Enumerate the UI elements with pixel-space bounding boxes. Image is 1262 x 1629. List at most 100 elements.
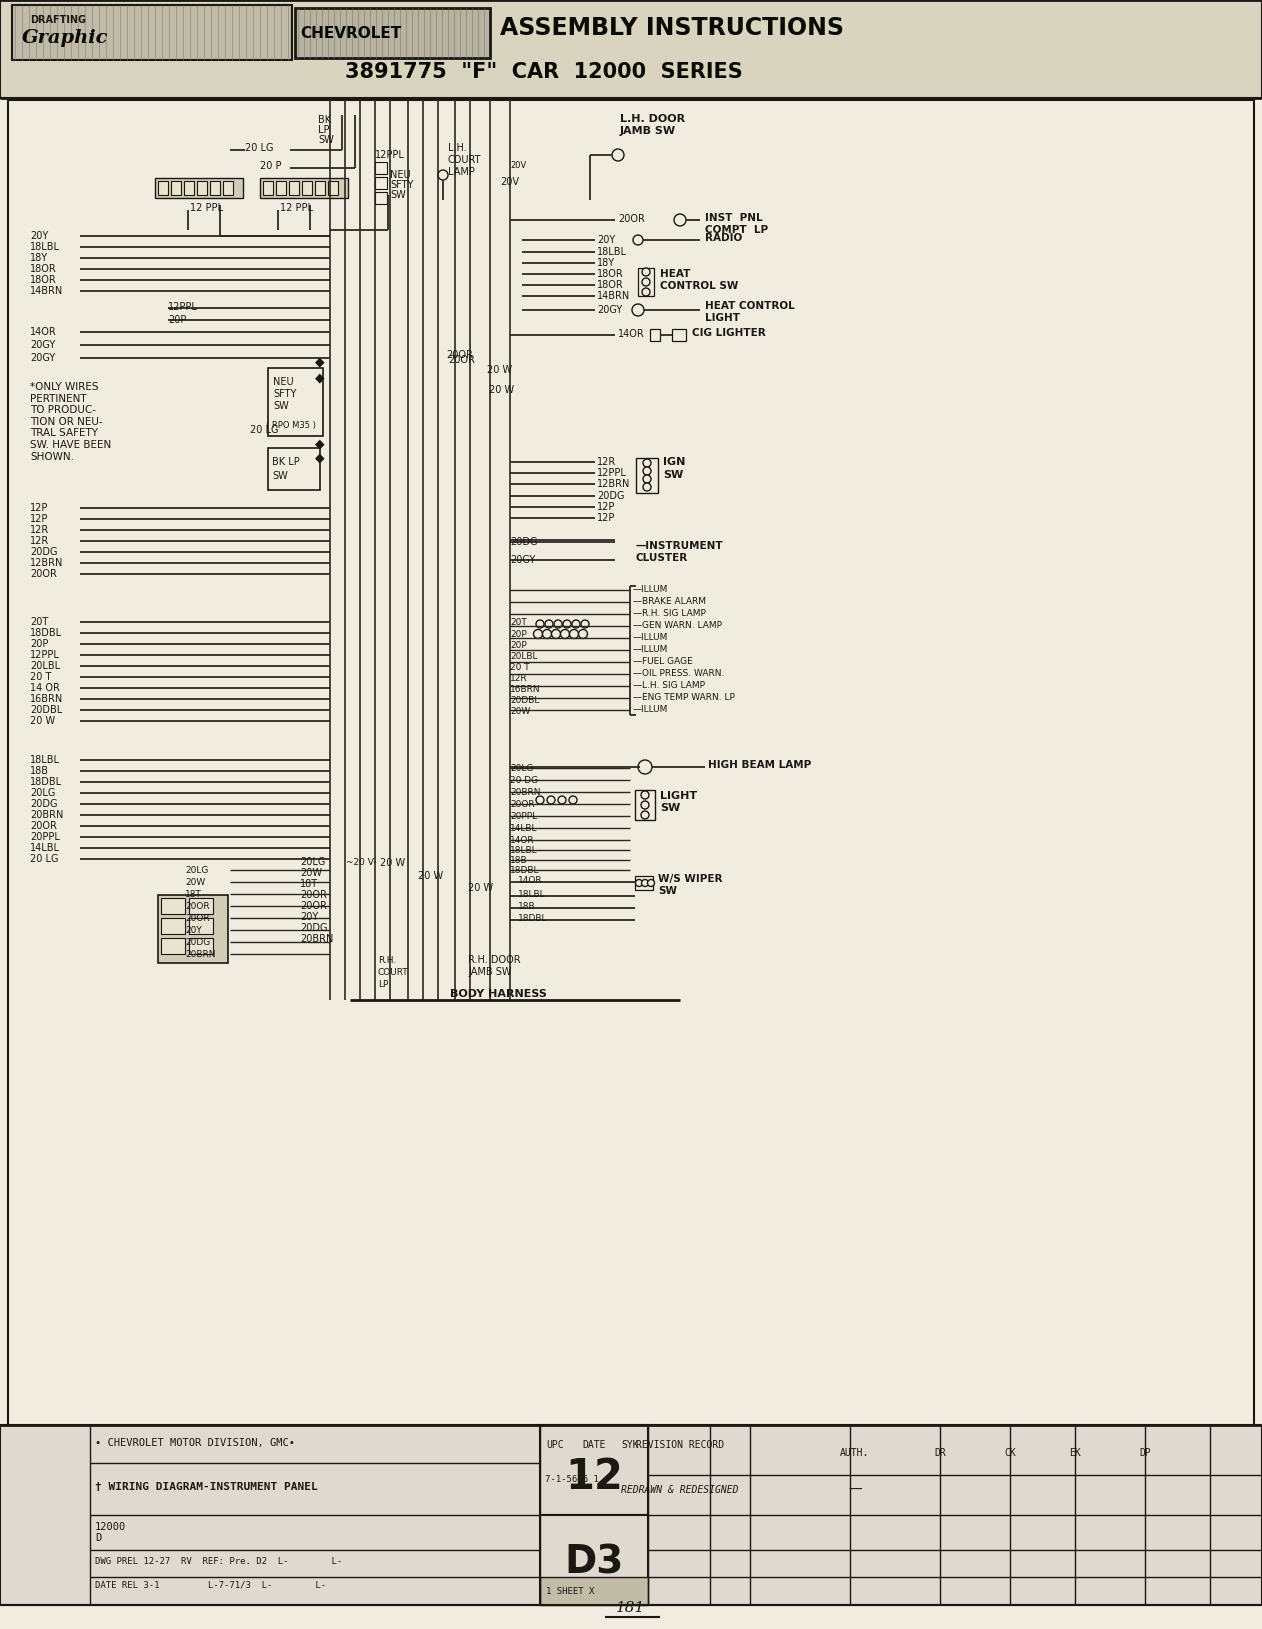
Text: 20OR: 20OR bbox=[30, 569, 57, 578]
Text: 20LG: 20LG bbox=[510, 764, 534, 772]
Circle shape bbox=[636, 880, 642, 886]
Circle shape bbox=[536, 797, 544, 805]
Circle shape bbox=[644, 484, 651, 490]
Text: L.H. DOOR
JAMB SW: L.H. DOOR JAMB SW bbox=[620, 114, 685, 135]
Text: 7-1-56-6 1: 7-1-56-6 1 bbox=[545, 1476, 599, 1484]
Text: 20 T: 20 T bbox=[30, 673, 52, 683]
Bar bbox=[635, 790, 655, 819]
Text: DP: DP bbox=[1140, 1448, 1151, 1458]
Bar bbox=[328, 181, 338, 195]
Text: 14OR: 14OR bbox=[618, 329, 645, 339]
Text: 12P: 12P bbox=[597, 513, 616, 523]
Text: 20OR: 20OR bbox=[448, 355, 476, 365]
Text: 20 W: 20 W bbox=[30, 717, 56, 727]
Bar bbox=[189, 898, 213, 914]
Text: DRAFTING: DRAFTING bbox=[30, 15, 86, 24]
Text: ◆: ◆ bbox=[316, 371, 324, 384]
Text: 20 W: 20 W bbox=[490, 384, 515, 394]
Text: 18OR: 18OR bbox=[30, 264, 57, 274]
Text: 20 W: 20 W bbox=[380, 858, 405, 868]
Text: 20Y: 20Y bbox=[30, 231, 48, 241]
Text: SW: SW bbox=[273, 471, 288, 481]
Text: LAMP: LAMP bbox=[448, 168, 475, 178]
Text: SW: SW bbox=[273, 401, 289, 411]
Text: DR: DR bbox=[934, 1448, 946, 1458]
Bar bbox=[155, 178, 244, 199]
Text: 20 LG: 20 LG bbox=[245, 143, 274, 153]
Text: SYK: SYK bbox=[621, 1440, 639, 1450]
Text: 20GY: 20GY bbox=[597, 305, 622, 314]
Circle shape bbox=[641, 880, 649, 886]
Bar bbox=[289, 181, 299, 195]
Text: CONTROL SW: CONTROL SW bbox=[660, 280, 738, 292]
Text: AUTH.: AUTH. bbox=[840, 1448, 870, 1458]
Circle shape bbox=[558, 797, 565, 805]
Text: —: — bbox=[848, 1482, 862, 1497]
Text: —OIL PRESS. WARN.: —OIL PRESS. WARN. bbox=[634, 668, 724, 678]
Text: 20OR: 20OR bbox=[447, 350, 473, 360]
Text: 12R: 12R bbox=[510, 673, 528, 683]
Bar bbox=[162, 938, 186, 955]
Text: 18Y: 18Y bbox=[30, 252, 48, 262]
Bar bbox=[268, 368, 323, 437]
Text: 20LG: 20LG bbox=[30, 788, 56, 798]
Bar bbox=[0, 0, 1262, 98]
Text: 20DG: 20DG bbox=[186, 938, 211, 946]
Circle shape bbox=[572, 621, 581, 629]
Bar bbox=[197, 181, 207, 195]
Text: 12: 12 bbox=[565, 1456, 623, 1499]
Circle shape bbox=[554, 621, 562, 629]
Text: 12PPL: 12PPL bbox=[375, 150, 405, 160]
Text: 18LBL: 18LBL bbox=[510, 845, 538, 855]
Text: 18T: 18T bbox=[300, 880, 318, 889]
Circle shape bbox=[543, 629, 551, 639]
Bar bbox=[540, 1515, 647, 1605]
Text: LIGHT: LIGHT bbox=[705, 313, 740, 323]
Text: COMPT  LP: COMPT LP bbox=[705, 225, 769, 235]
Circle shape bbox=[563, 621, 570, 629]
Text: W/S WIPER: W/S WIPER bbox=[658, 875, 723, 885]
Bar bbox=[540, 1425, 647, 1515]
Text: HIGH BEAM LAMP: HIGH BEAM LAMP bbox=[708, 761, 811, 771]
Text: 20DBL: 20DBL bbox=[30, 705, 62, 715]
Bar bbox=[316, 181, 326, 195]
Text: 20OR: 20OR bbox=[186, 901, 209, 911]
Text: 12 PPL: 12 PPL bbox=[191, 204, 223, 213]
Text: HEAT CONTROL: HEAT CONTROL bbox=[705, 301, 795, 311]
Text: 20OR: 20OR bbox=[186, 914, 209, 922]
Text: HEAT: HEAT bbox=[660, 269, 690, 279]
Text: 20T: 20T bbox=[30, 617, 48, 627]
Bar bbox=[162, 898, 186, 914]
Text: 20P: 20P bbox=[510, 640, 526, 650]
Text: 20OR: 20OR bbox=[618, 213, 645, 225]
Text: LP: LP bbox=[318, 125, 329, 135]
Circle shape bbox=[546, 797, 555, 805]
Text: D: D bbox=[95, 1533, 101, 1543]
Text: JAMB SW: JAMB SW bbox=[468, 968, 511, 977]
Bar bbox=[375, 192, 387, 204]
Text: LP: LP bbox=[379, 979, 389, 989]
Bar bbox=[13, 5, 292, 60]
Text: ~20 V-: ~20 V- bbox=[346, 857, 376, 867]
Circle shape bbox=[647, 880, 655, 886]
Text: ASSEMBLY INSTRUCTIONS: ASSEMBLY INSTRUCTIONS bbox=[500, 16, 844, 41]
Text: LIGHT: LIGHT bbox=[660, 792, 697, 801]
Text: 18B: 18B bbox=[517, 901, 535, 911]
Circle shape bbox=[642, 288, 650, 296]
Text: 12PPL: 12PPL bbox=[30, 650, 59, 660]
Text: 20 W: 20 W bbox=[468, 883, 493, 893]
Text: CK: CK bbox=[1005, 1448, 1016, 1458]
Text: 18LBL: 18LBL bbox=[597, 248, 627, 257]
Text: 18B: 18B bbox=[30, 766, 49, 775]
Circle shape bbox=[569, 629, 578, 639]
Text: —INSTRUMENT: —INSTRUMENT bbox=[635, 541, 723, 551]
Text: 12P: 12P bbox=[30, 503, 48, 513]
Text: 14 OR: 14 OR bbox=[30, 683, 59, 692]
Bar bbox=[162, 919, 186, 933]
Bar bbox=[184, 181, 194, 195]
Text: 20W: 20W bbox=[300, 868, 322, 878]
Text: 20DG: 20DG bbox=[300, 924, 328, 933]
Text: BK: BK bbox=[318, 116, 331, 125]
Circle shape bbox=[644, 459, 651, 468]
Text: SW: SW bbox=[390, 191, 406, 200]
